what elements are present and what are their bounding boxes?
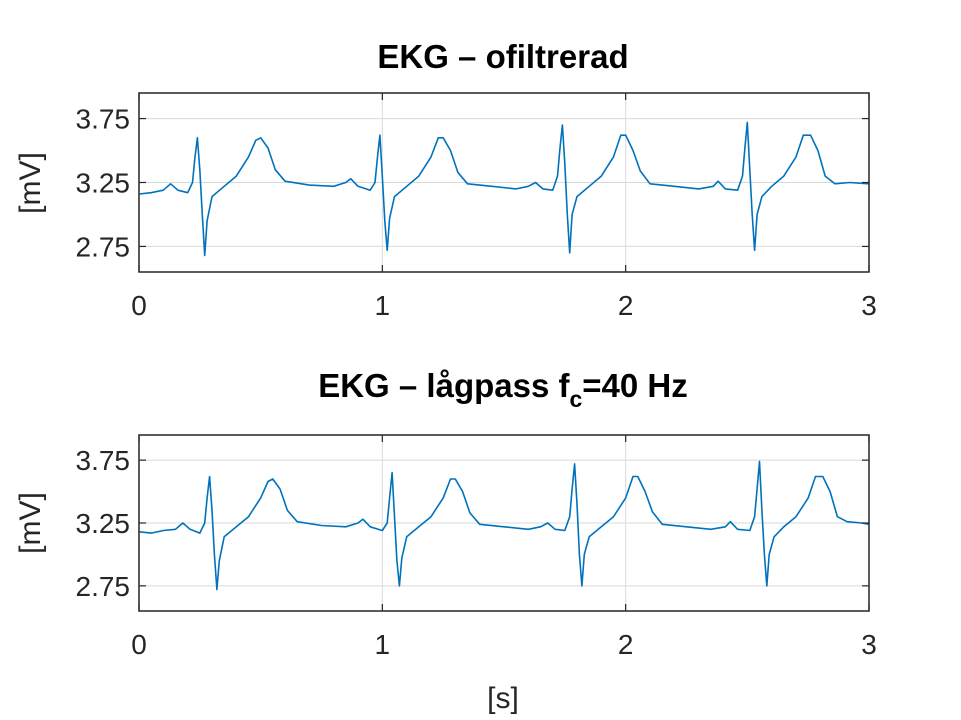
x-tick-label: 2	[618, 629, 634, 660]
ekg-trace	[138, 460, 870, 591]
panel-2-axes: 0 1 2 3 2.75 3.25 3.75	[76, 434, 877, 660]
panel-2-ylabel: [mV]	[14, 492, 47, 554]
y-tick-label: 3.25	[76, 508, 131, 539]
y-tick-label: 3.75	[76, 104, 131, 135]
ekg-trace	[138, 121, 870, 257]
panel-1-title: EKG – ofiltrerad	[377, 38, 628, 75]
x-tick-label: 3	[861, 629, 877, 660]
x-tick-label: 1	[375, 629, 391, 660]
x-tick-label: 3	[861, 290, 877, 321]
panel-1-axes: 0 1 2 3 2.75 3.25 3.75	[76, 92, 877, 321]
x-tick-label: 0	[131, 290, 147, 321]
y-tick-label: 3.25	[76, 168, 131, 199]
x-tick-label: 1	[375, 290, 391, 321]
x-tick-label: 2	[618, 290, 634, 321]
panel-2-title: EKG – lågpass fc=40 Hz	[318, 367, 688, 412]
y-tick-label: 3.75	[76, 445, 131, 476]
panel-2-xlabel: [s]	[487, 682, 519, 715]
panel-1-ylabel: [mV]	[14, 152, 47, 214]
y-tick-label: 2.75	[76, 571, 131, 602]
y-tick-label: 2.75	[76, 231, 131, 262]
x-tick-label: 0	[131, 629, 147, 660]
